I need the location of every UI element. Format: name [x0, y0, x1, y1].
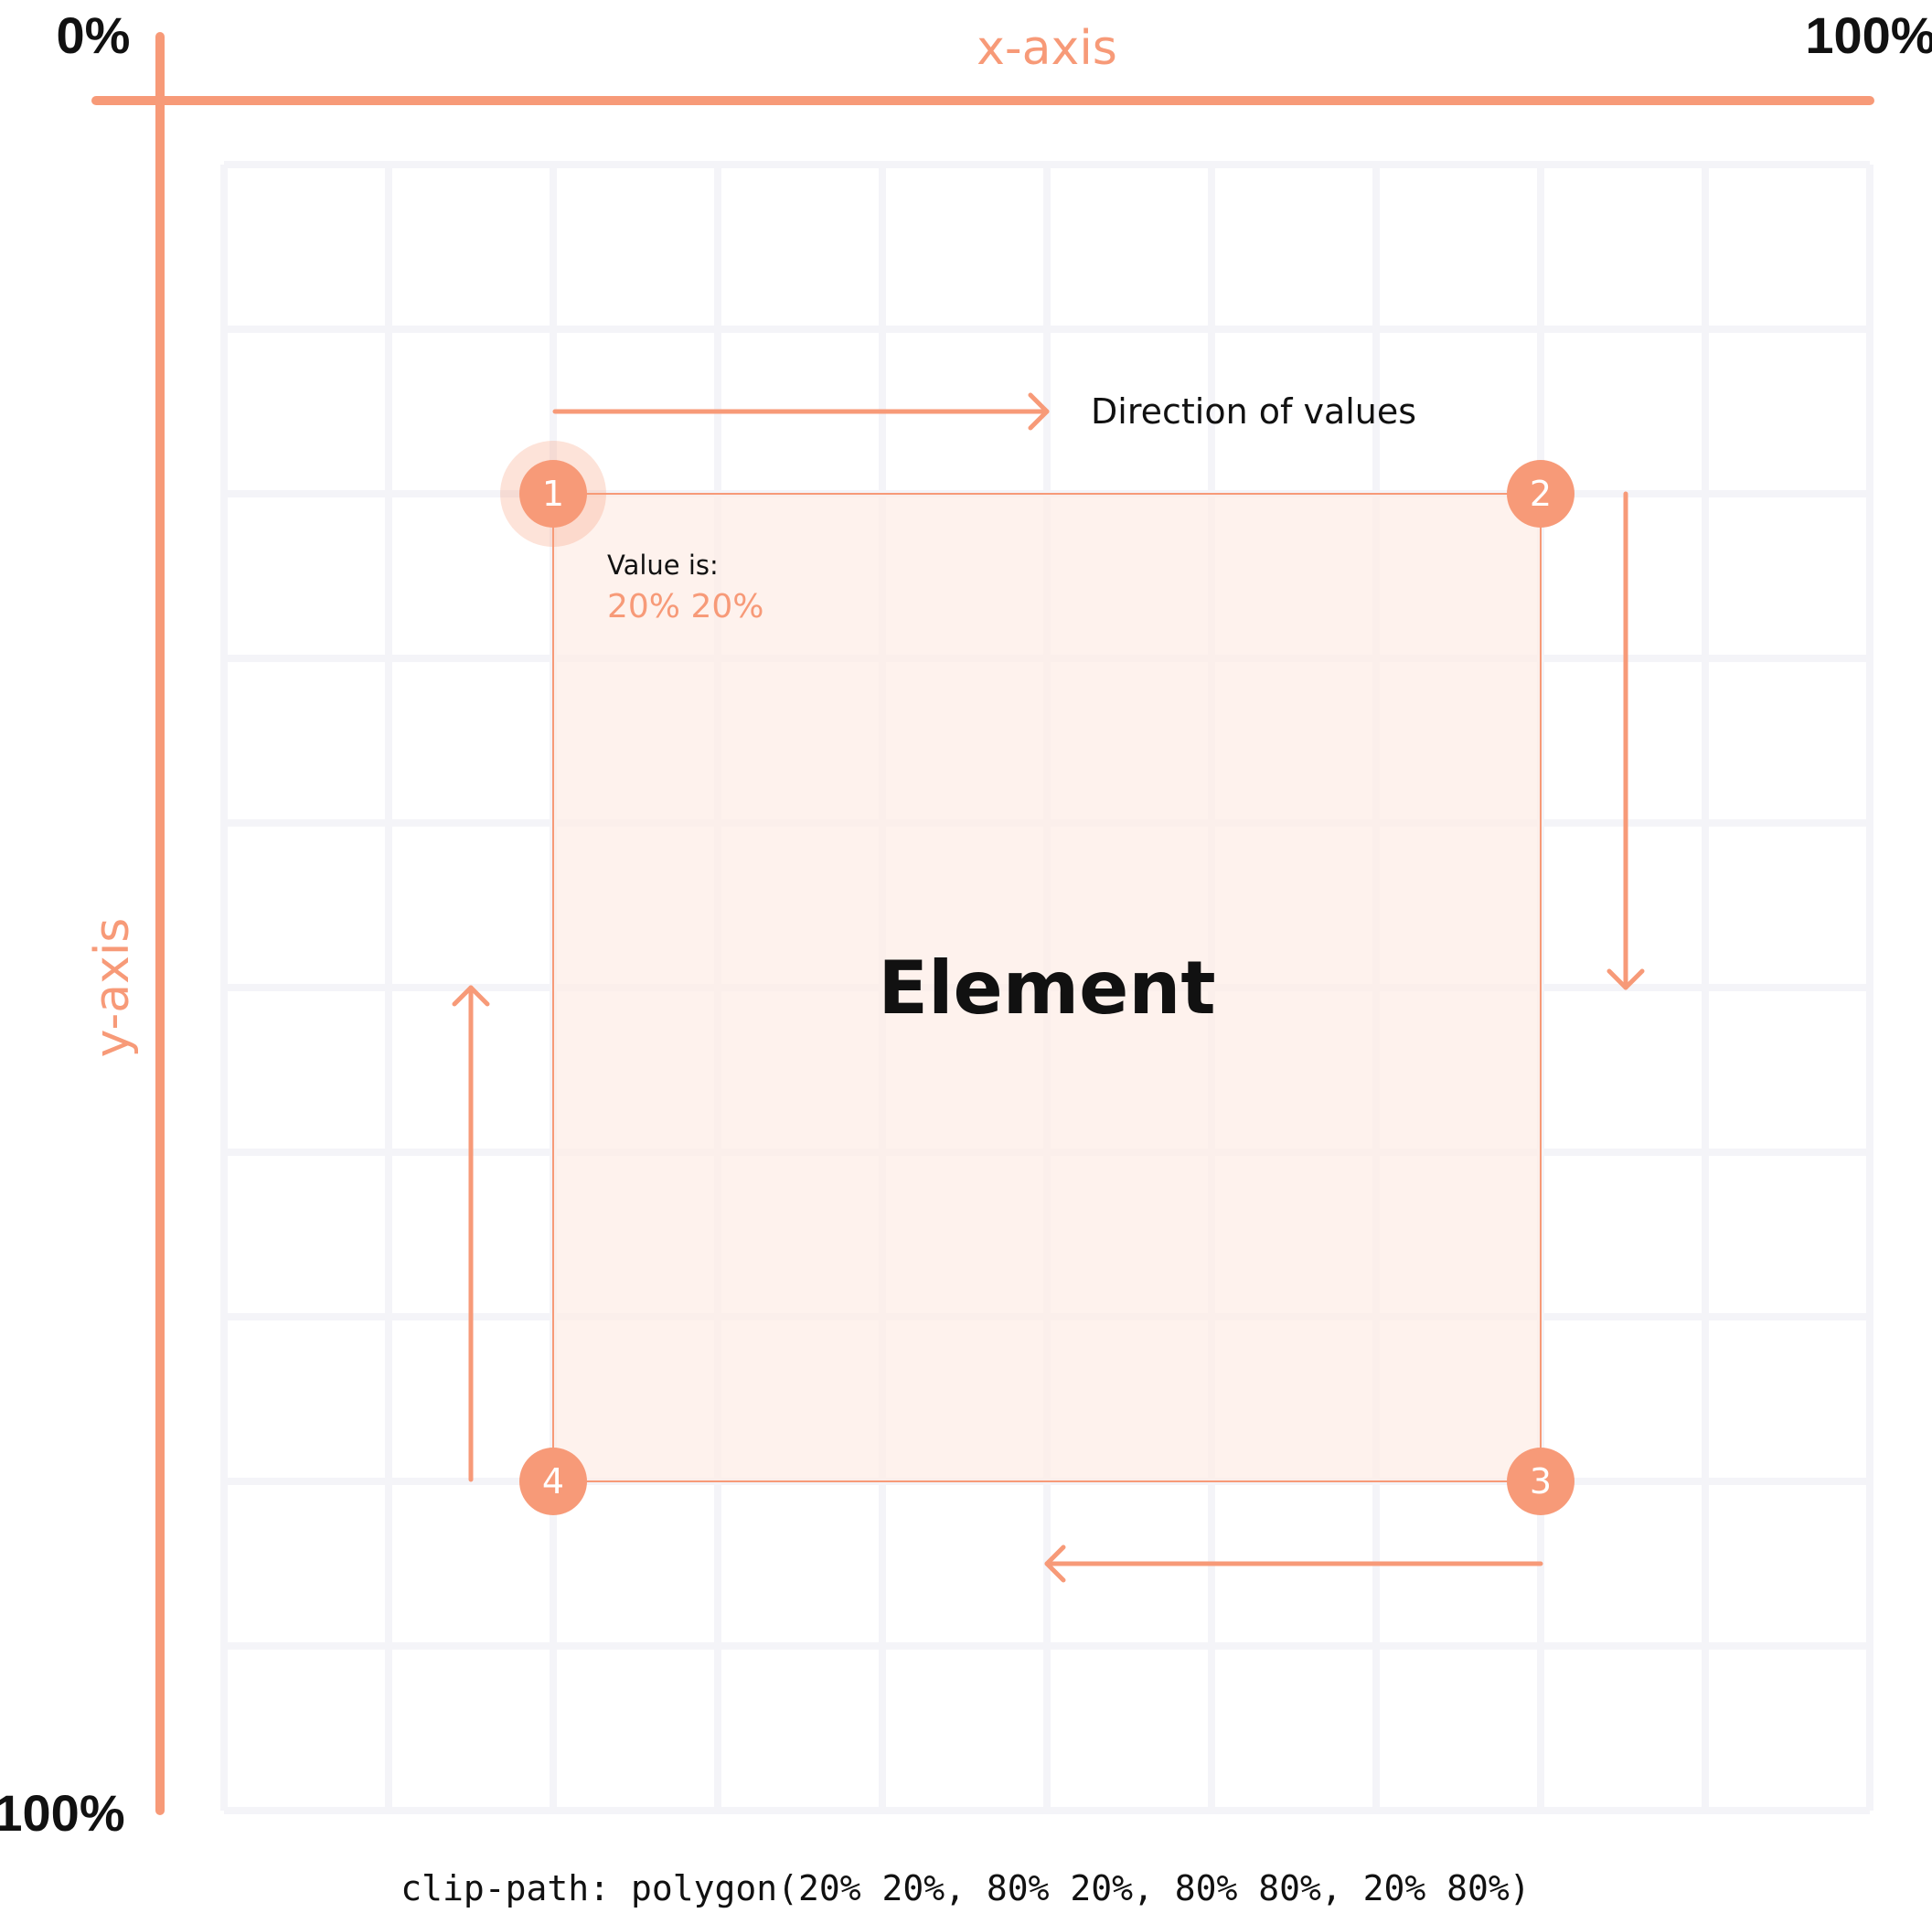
direction-of-values-label: Direction of values — [1091, 391, 1416, 432]
point-marker — [519, 1448, 587, 1515]
polygon-points: 1 2 3 4 — [500, 441, 1574, 1515]
direction-arrow-top — [552, 392, 1050, 431]
y-axis-title: y-axis — [85, 918, 140, 1058]
direction-arrow-right — [1606, 491, 1645, 990]
point-number: 3 — [1530, 1461, 1552, 1502]
point-number: 4 — [542, 1461, 564, 1502]
value-is-label: Value is: — [607, 550, 719, 581]
point-marker — [519, 460, 587, 528]
point-marker — [1507, 460, 1574, 528]
polygon-point-1: 1 — [500, 441, 606, 547]
point-number: 1 — [542, 474, 564, 514]
origin-percent-label: 0% — [57, 6, 131, 64]
polygon-point-4: 4 — [519, 1448, 587, 1515]
direction-arrow-left — [452, 985, 490, 1482]
value-readout: 20% 20% — [607, 588, 763, 625]
point-number: 2 — [1530, 474, 1552, 514]
clip-path-code: clip-path: polygon(20% 20%, 80% 20%, 80%… — [400, 1868, 1530, 1908]
direction-arrow-bottom — [1044, 1544, 1543, 1583]
polygon-point-3: 3 — [1507, 1448, 1574, 1515]
element-label: Element — [878, 946, 1215, 1031]
y-axis-end-label: 100% — [0, 1784, 125, 1842]
point-marker — [1507, 1448, 1574, 1515]
x-axis-title: x-axis — [977, 21, 1117, 76]
x-axis-end-label: 100% — [1805, 6, 1932, 64]
polygon-point-2: 2 — [1507, 460, 1574, 528]
